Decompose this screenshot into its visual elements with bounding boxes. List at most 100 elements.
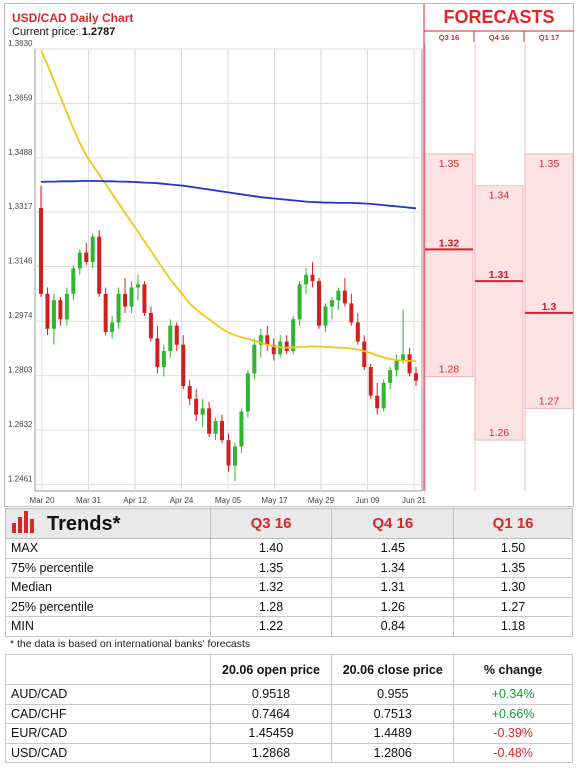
candle-body — [181, 344, 186, 387]
y-tick-label: 1.2632 — [8, 420, 33, 429]
candle-body — [77, 252, 82, 269]
cell-value: 1.18 — [453, 616, 573, 637]
y-tick-label: 1.3659 — [8, 93, 33, 102]
forecasts-title: FORECASTS — [443, 7, 555, 27]
change-row-usd-cad: USD/CAD 1.2868 1.2806 -0.48% — [5, 742, 573, 763]
chart-frame — [4, 3, 574, 507]
change-header-row: 20.06 open price 20.06 close price % cha… — [5, 654, 573, 685]
candle-body — [252, 344, 257, 374]
pair-label: CAD/CHF — [5, 703, 211, 724]
pair-label: EUR/CAD — [5, 723, 211, 744]
candle-body — [375, 395, 380, 409]
close-price: 0.7513 — [331, 703, 455, 724]
trends-row-max: MAX 1.40 1.45 1.50 — [5, 538, 573, 559]
forecast-col-label: Q1 17 — [539, 33, 559, 42]
candle-body — [207, 408, 212, 434]
moving-average-slow-line — [40, 180, 417, 210]
pct-change: +0.34% — [453, 684, 573, 705]
cell-value: 1.32 — [209, 577, 333, 598]
candle-body — [258, 335, 263, 345]
candle-body — [342, 290, 347, 304]
candle-body — [103, 293, 108, 333]
candle-body — [142, 284, 147, 313]
candle-body — [161, 351, 166, 367]
candle-body — [381, 382, 386, 409]
cell-value: 1.34 — [331, 557, 455, 578]
change-col-close: 20.06 close price — [331, 654, 455, 685]
candle-body — [245, 373, 250, 412]
candle-body — [368, 366, 373, 396]
y-tick-label: 1.2461 — [8, 474, 33, 483]
x-tick-label: May 29 — [308, 496, 335, 505]
row-label: 75% percentile — [5, 557, 211, 578]
trends-row-25: 25% percentile 1.28 1.26 1.27 — [5, 596, 573, 617]
row-label: MAX — [5, 538, 211, 559]
change-header-blank — [5, 654, 211, 685]
candle-body — [239, 411, 244, 447]
trends-col-q4: Q4 16 — [331, 508, 455, 539]
cell-value: 1.26 — [331, 596, 455, 617]
candle-body — [213, 421, 218, 434]
close-price: 1.4489 — [331, 723, 455, 744]
current-price-value: 1.2787 — [81, 26, 116, 38]
x-tick-label: Apr 12 — [123, 496, 147, 505]
candle-body — [304, 274, 309, 285]
candle-body — [148, 312, 153, 339]
change-row-aud-cad: AUD/CAD 0.9518 0.955 +0.34% — [5, 684, 573, 705]
forecast-col-label: Q4 16 — [489, 33, 509, 42]
pct-change: -0.39% — [453, 723, 573, 744]
current-price: Current price: 1.2787 — [12, 26, 115, 38]
x-tick-label: Jun 09 — [355, 496, 380, 505]
candle-body — [90, 236, 95, 263]
price-change-table: 20.06 open price 20.06 close price % cha… — [5, 654, 573, 763]
cell-value: 1.28 — [209, 596, 333, 617]
close-price: 1.2806 — [331, 742, 455, 763]
forecast-median-label: 1.3 — [542, 301, 557, 313]
candle-body — [187, 386, 192, 399]
y-tick-label: 1.3830 — [8, 39, 33, 48]
row-label: 25% percentile — [5, 596, 211, 617]
candle-body — [317, 281, 322, 326]
candle-body — [297, 284, 302, 320]
candle-body — [407, 354, 412, 374]
candle-body — [226, 440, 231, 466]
cell-value: 0.84 — [331, 616, 455, 637]
candle-body — [110, 322, 115, 333]
forecast-range-box — [524, 153, 574, 409]
candle-body — [220, 421, 225, 441]
pct-change: +0.66% — [453, 703, 573, 724]
pair-label: USD/CAD — [5, 742, 211, 763]
y-tick-label: 1.3317 — [8, 202, 33, 211]
forecast-lower-label: 1.27 — [539, 395, 560, 407]
y-tick-label: 1.3488 — [8, 148, 33, 157]
cell-value: 1.50 — [453, 538, 573, 559]
candle-body — [39, 207, 43, 294]
candle-body — [194, 398, 199, 415]
x-tick-label: May 17 — [261, 496, 288, 505]
x-tick-label: Mar 20 — [30, 496, 55, 505]
candle-body — [394, 360, 399, 371]
candle-body — [84, 252, 89, 263]
candle-body — [336, 290, 341, 301]
trends-table: Trends* Q3 16 Q4 16 Q1 16 MAX 1.40 1.45 … — [5, 508, 573, 637]
y-tick-label: 1.3146 — [8, 257, 33, 266]
pair-label: AUD/CAD — [5, 684, 211, 705]
candle-body — [135, 284, 140, 288]
candle-body — [355, 322, 360, 342]
forecast-lower-label: 1.26 — [489, 427, 510, 439]
open-price: 0.9518 — [209, 684, 333, 705]
candle-body — [401, 354, 406, 361]
candle-body — [329, 300, 334, 307]
candle-body — [388, 370, 393, 383]
change-col-open: 20.06 open price — [209, 654, 333, 685]
trends-row-75: 75% percentile 1.35 1.34 1.35 — [5, 557, 573, 578]
bar-chart-icon — [12, 511, 34, 533]
change-row-eur-cad: EUR/CAD 1.45459 1.4489 -0.39% — [5, 723, 573, 744]
forecast-range-box — [424, 153, 474, 377]
open-price: 1.45459 — [209, 723, 333, 744]
chart-panel: 1.3830 1.3659 1.3488 1.3317 1.3146 1.2974 1.28… — [4, 3, 574, 507]
candle-body — [51, 300, 56, 329]
candle-body — [323, 306, 328, 326]
candle-body — [168, 325, 173, 352]
